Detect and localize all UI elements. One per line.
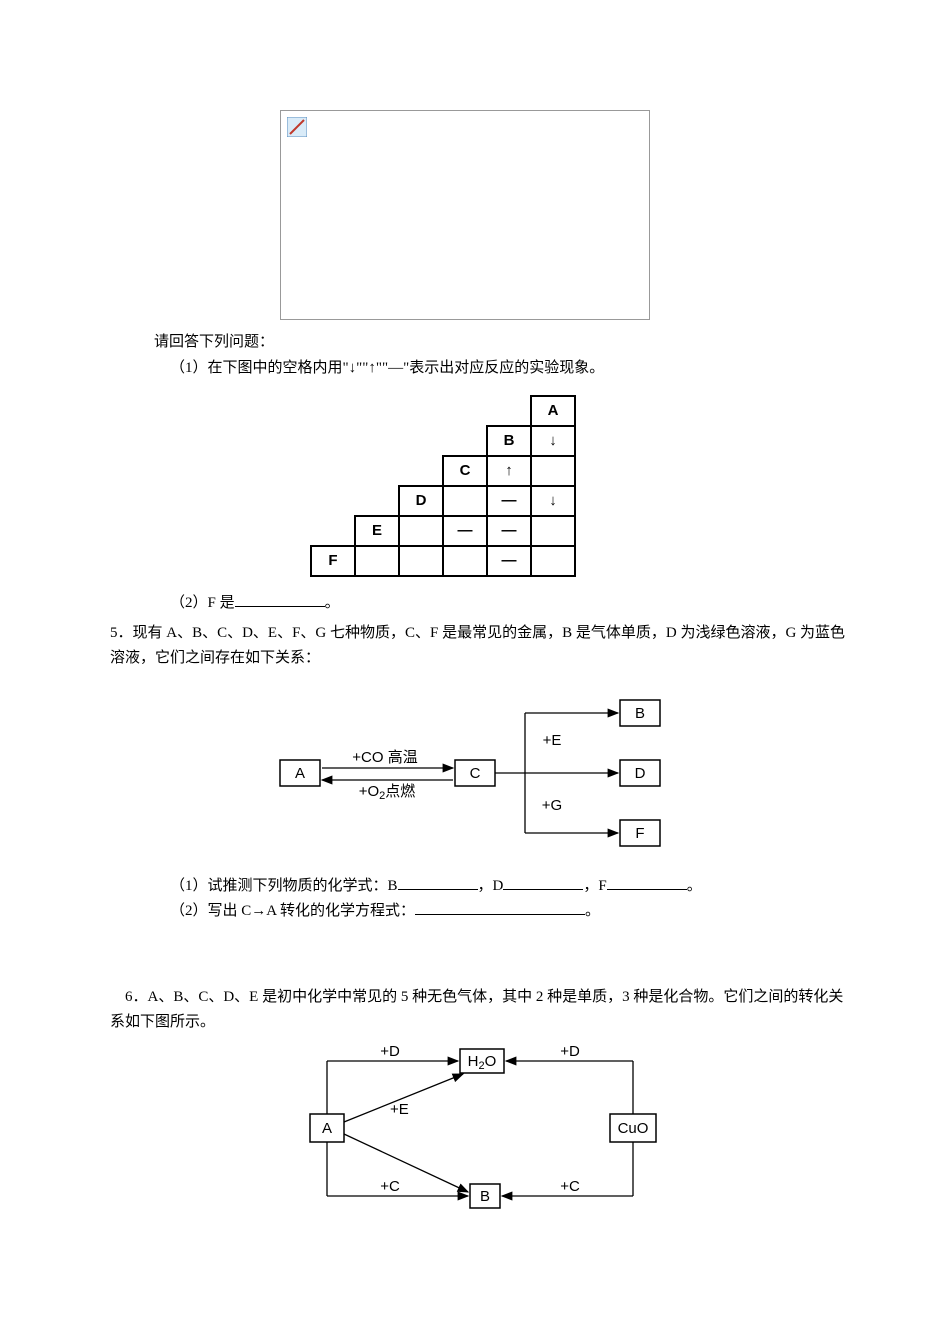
plusC-right: +C	[560, 1178, 580, 1195]
q5-blank-D[interactable]	[503, 875, 583, 890]
q4-sub2: （2）F 是 。	[170, 591, 850, 617]
ladder-cell	[399, 546, 443, 576]
node-CuO: CuO	[618, 1120, 649, 1137]
ladder-label-C: C	[443, 456, 487, 486]
node-B: B	[635, 705, 645, 722]
plusE-label: +E	[543, 732, 562, 749]
q5-intro: 5．现有 A、B、C、D、E、F、G 七种物质，C、F 是最常见的金属，B 是气…	[110, 621, 850, 672]
edge-bottom-label: +O2点燃	[359, 782, 416, 802]
plusD-left: +D	[380, 1044, 400, 1060]
ladder-cell: —	[487, 516, 531, 546]
plusE-label: +E	[390, 1101, 409, 1118]
q4-sub2-suffix: 。	[325, 595, 340, 611]
node-A: A	[322, 1120, 332, 1137]
ladder-cell	[531, 516, 575, 546]
node-C: C	[470, 765, 481, 782]
node-B: B	[480, 1188, 490, 1205]
edge-top-label: +CO 高温	[352, 749, 417, 766]
q5-blank-eq[interactable]	[415, 900, 585, 915]
q5-blank-B[interactable]	[398, 875, 478, 890]
ladder-label-A: A	[531, 396, 575, 426]
q5-sub1: （1）试推测下列物质的化学式：B，D，F。	[170, 874, 850, 900]
q4-blank-F[interactable]	[235, 592, 325, 607]
node-A: A	[295, 765, 305, 782]
node-F: F	[635, 825, 644, 842]
ladder-cell: —	[443, 516, 487, 546]
q4-sub1: （1）在下图中的空格内用"↓""↑""—"表示出对应反应的实验现象。	[170, 356, 850, 382]
ladder-label-B: B	[487, 426, 531, 456]
broken-image-placeholder	[280, 110, 650, 320]
node-D: D	[635, 765, 646, 782]
ladder-label-D: D	[399, 486, 443, 516]
ladder-cell	[443, 486, 487, 516]
plusD-right: +D	[560, 1044, 580, 1060]
ladder-label-F: F	[311, 546, 355, 576]
q5-sub1-prefix: （1）试推测下列物质的化学式：B	[170, 878, 398, 894]
q5-sub2: （2）写出 C→A 转化的化学方程式：。	[170, 899, 850, 925]
q6-intro: 6．A、B、C、D、E 是初中化学中常见的 5 种无色气体，其中 2 种是单质，…	[110, 985, 850, 1036]
ladder-cell	[443, 546, 487, 576]
q5-blank-F[interactable]	[607, 875, 687, 890]
ladder-cell	[355, 546, 399, 576]
ladder-cell: —	[487, 486, 531, 516]
q6-diagram: A H2O B CuO +D +D +E +C +C	[300, 1044, 850, 1214]
ladder-cell: ↑	[487, 456, 531, 486]
plusG-label: +G	[542, 797, 562, 814]
ladder-cell	[399, 516, 443, 546]
ladder-cell: —	[487, 546, 531, 576]
ladder-cell: ↓	[531, 426, 575, 456]
q5-diagram: A C B D F +CO 高温 +O2点燃 +E +G	[260, 690, 850, 860]
q4-ladder-grid: A B ↓ C ↑ D — ↓ E — — F —	[310, 395, 850, 577]
broken-image-icon	[287, 117, 307, 137]
ladder-cell: ↓	[531, 486, 575, 516]
q4-prompt: 请回答下列问题：	[154, 330, 850, 356]
q5-sub2-prefix: （2）写出 C→A 转化的化学方程式：	[170, 903, 415, 919]
ladder-cell	[531, 546, 575, 576]
plusC-left: +C	[380, 1178, 400, 1195]
ladder-label-E: E	[355, 516, 399, 546]
node-H2O: H2O	[468, 1053, 497, 1072]
q4-sub2-prefix: （2）F 是	[170, 595, 235, 611]
ladder-cell	[531, 456, 575, 486]
